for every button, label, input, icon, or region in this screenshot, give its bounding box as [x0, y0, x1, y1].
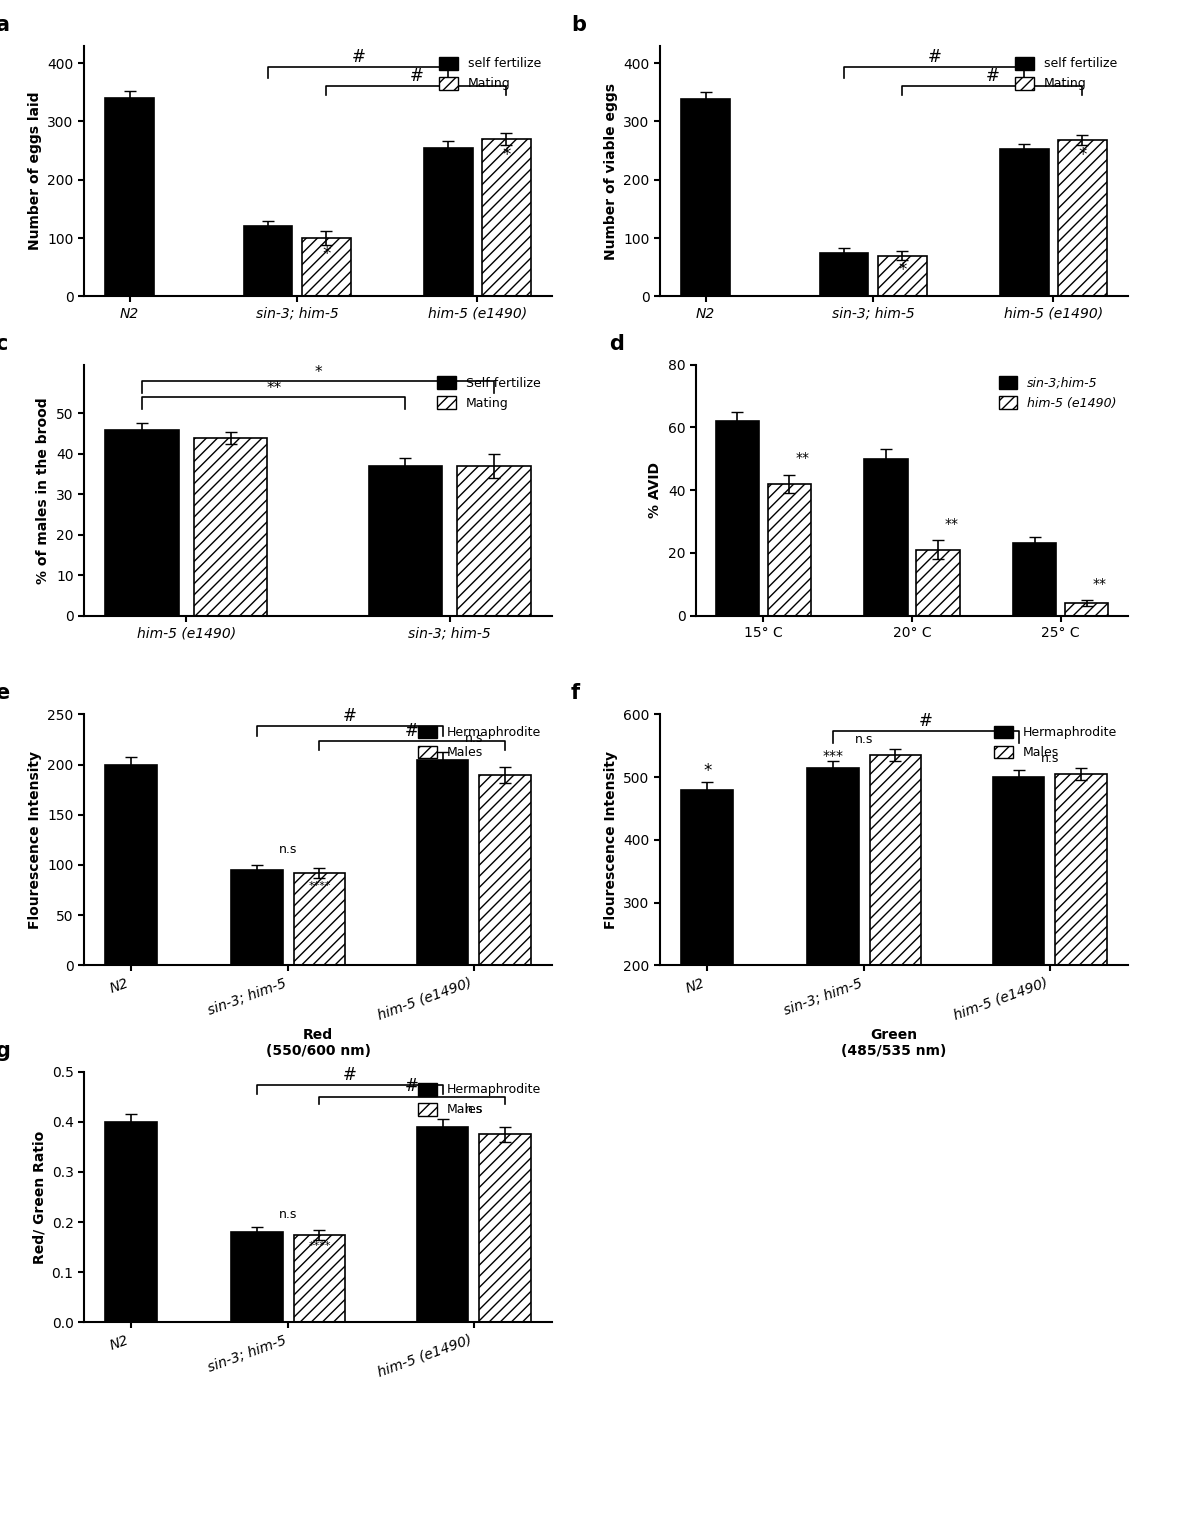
- Bar: [715, 421, 758, 616]
- X-axis label: Green
(485/535 nm): Green (485/535 nm): [841, 1028, 947, 1058]
- Bar: [1055, 774, 1106, 965]
- Text: **: **: [944, 517, 959, 530]
- Bar: [232, 869, 283, 965]
- Legend: Self fertilize, Mating: Self fertilize, Mating: [432, 371, 546, 415]
- Bar: [294, 872, 346, 965]
- Text: #: #: [352, 49, 365, 65]
- Text: #: #: [985, 67, 1000, 85]
- Bar: [682, 790, 733, 965]
- Legend: Hermaphrodite, Males: Hermaphrodite, Males: [413, 720, 546, 765]
- Text: n.s: n.s: [1040, 752, 1058, 765]
- Bar: [302, 239, 350, 296]
- Text: *: *: [703, 762, 712, 780]
- Bar: [106, 99, 154, 296]
- Text: ****: ****: [246, 879, 269, 888]
- Bar: [424, 147, 473, 296]
- Legend: sin-3;him-5, him-5 (e1490): sin-3;him-5, him-5 (e1490): [994, 371, 1122, 415]
- Text: ***: ***: [823, 749, 844, 763]
- Bar: [106, 430, 179, 616]
- Bar: [917, 550, 960, 616]
- Text: c: c: [0, 334, 7, 354]
- Text: a: a: [0, 15, 10, 35]
- X-axis label: Red
(550/600 nm): Red (550/600 nm): [265, 1028, 371, 1058]
- Y-axis label: Number of eggs laid: Number of eggs laid: [28, 91, 42, 251]
- Bar: [992, 777, 1044, 965]
- Text: g: g: [0, 1041, 10, 1061]
- Bar: [106, 765, 157, 965]
- Y-axis label: Flourescence Intensity: Flourescence Intensity: [604, 751, 618, 929]
- Bar: [482, 138, 530, 296]
- Bar: [244, 226, 293, 296]
- Text: *: *: [1079, 146, 1087, 164]
- Bar: [1013, 544, 1056, 616]
- Y-axis label: Red/ Green Ratio: Red/ Green Ratio: [32, 1131, 46, 1263]
- Text: *: *: [264, 234, 272, 251]
- Bar: [193, 438, 268, 616]
- Text: *: *: [840, 258, 848, 277]
- Text: #: #: [928, 49, 941, 65]
- Y-axis label: Flourescence Intensity: Flourescence Intensity: [28, 751, 42, 929]
- Text: *: *: [503, 146, 511, 164]
- Bar: [232, 1233, 283, 1322]
- Text: *: *: [444, 155, 452, 173]
- Bar: [1058, 140, 1106, 296]
- Bar: [878, 255, 926, 296]
- Bar: [479, 775, 530, 965]
- Text: ****: ****: [308, 1240, 331, 1251]
- Y-axis label: % AVID: % AVID: [648, 462, 662, 518]
- Text: e: e: [0, 684, 10, 704]
- Bar: [870, 755, 922, 965]
- Text: #: #: [406, 1078, 419, 1096]
- Text: n.s: n.s: [464, 1102, 482, 1116]
- Bar: [808, 768, 859, 965]
- Text: n.s: n.s: [280, 1208, 298, 1221]
- Text: ****: ****: [308, 882, 331, 891]
- Text: **: **: [1093, 576, 1106, 590]
- Text: *: *: [322, 245, 330, 263]
- Text: n.s: n.s: [464, 733, 482, 745]
- Text: #: #: [343, 1066, 356, 1084]
- Bar: [1066, 603, 1109, 616]
- Bar: [416, 1126, 468, 1322]
- Text: **: **: [266, 382, 281, 395]
- Legend: Hermaphrodite, Males: Hermaphrodite, Males: [413, 1078, 546, 1122]
- Text: ****: ****: [246, 1239, 269, 1248]
- Legend: self fertilize, Mating: self fertilize, Mating: [1009, 52, 1122, 96]
- Text: f: f: [571, 684, 581, 704]
- Text: #: #: [343, 707, 356, 725]
- Text: **: **: [796, 451, 810, 465]
- Bar: [682, 99, 730, 296]
- Text: n.s: n.s: [280, 844, 298, 856]
- Bar: [768, 483, 811, 616]
- Y-axis label: Number of viable eggs: Number of viable eggs: [604, 82, 618, 260]
- Bar: [820, 252, 869, 296]
- Y-axis label: % of males in the brood: % of males in the brood: [36, 397, 50, 584]
- Text: d: d: [610, 334, 624, 354]
- Bar: [457, 467, 530, 616]
- Text: #: #: [406, 722, 419, 740]
- Text: #: #: [409, 67, 424, 85]
- Legend: Hermaphrodite, Males: Hermaphrodite, Males: [989, 720, 1122, 765]
- Text: *: *: [314, 365, 322, 380]
- Text: n.s: n.s: [856, 733, 874, 746]
- Bar: [106, 1122, 157, 1322]
- Text: b: b: [571, 15, 586, 35]
- Bar: [416, 760, 468, 965]
- Legend: self fertilize, Mating: self fertilize, Mating: [433, 52, 546, 96]
- Bar: [1000, 149, 1049, 296]
- Bar: [864, 459, 907, 616]
- Bar: [479, 1134, 530, 1322]
- Bar: [294, 1234, 346, 1322]
- Text: *: *: [898, 261, 906, 280]
- Text: *: *: [1020, 155, 1028, 173]
- Text: #: #: [919, 711, 932, 730]
- Bar: [368, 467, 443, 616]
